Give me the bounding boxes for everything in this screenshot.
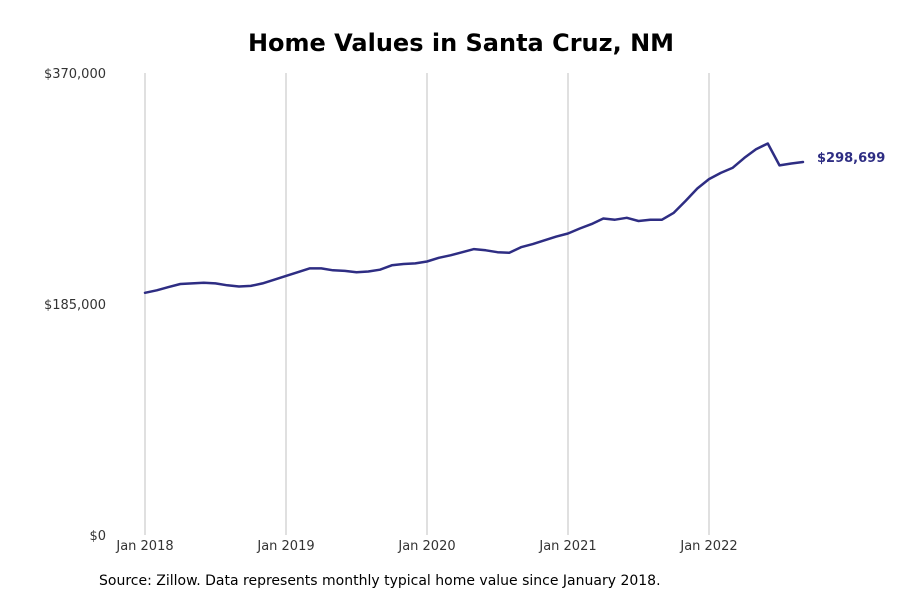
y-tick-label: $0	[89, 529, 106, 544]
x-tick-label: Jan 2022	[679, 539, 737, 554]
y-tick-label: $370,000	[44, 67, 106, 82]
series-layer	[143, 142, 805, 295]
x-tick-label: Jan 2020	[397, 539, 455, 554]
x-tick-label: Jan 2021	[538, 539, 596, 554]
y-tick-label: $185,000	[44, 298, 106, 313]
end-value-label: $298,699	[817, 151, 885, 166]
source-note: Source: Zillow. Data represents monthly …	[99, 573, 661, 589]
y-axis-ticks: $0 $185,000 $370,000	[44, 67, 106, 544]
x-tick-label: Jan 2018	[115, 539, 173, 554]
chart-title: Home Values in Santa Cruz, NM	[248, 29, 674, 57]
grid	[144, 73, 710, 535]
x-tick-label: Jan 2019	[256, 539, 314, 554]
x-axis-ticks: Jan 2018 Jan 2019 Jan 2020 Jan 2021 Jan 2022	[115, 539, 737, 554]
series-line-0	[143, 142, 805, 295]
